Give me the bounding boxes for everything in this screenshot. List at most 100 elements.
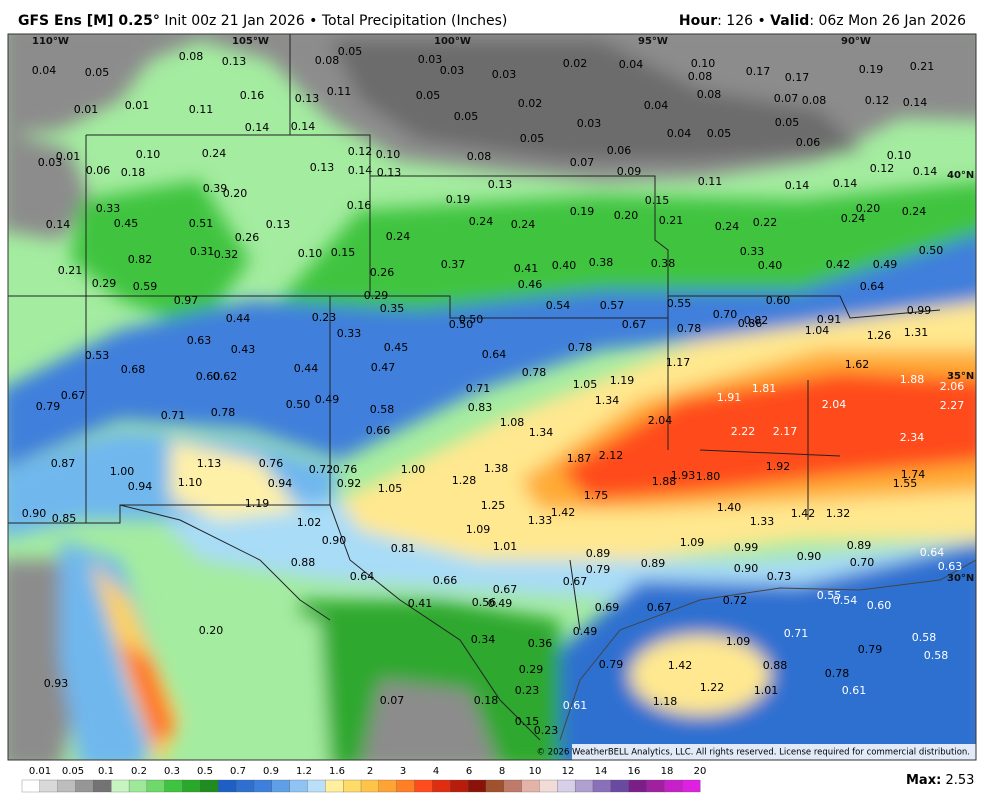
colorbar-swatch <box>343 779 362 793</box>
precip-label: 0.51 <box>189 217 214 230</box>
precip-label: 1.93 <box>671 469 696 482</box>
precip-label: 0.23 <box>515 684 540 697</box>
precip-label: 1.10 <box>178 476 203 489</box>
precip-label: 0.49 <box>873 258 898 271</box>
precip-label: 0.08 <box>179 50 204 63</box>
precip-label: 0.58 <box>370 403 395 416</box>
precip-label: 0.93 <box>44 677 69 690</box>
precip-label: 0.26 <box>370 266 395 279</box>
precip-label: 0.78 <box>568 341 593 354</box>
latitude-label: 40°N <box>947 170 974 181</box>
precip-label: 0.38 <box>589 256 614 269</box>
precip-label: 0.44 <box>226 312 251 325</box>
precip-label: 1.00 <box>110 465 135 478</box>
precip-label: 0.24 <box>902 205 927 218</box>
precip-label: 1.75 <box>584 489 609 502</box>
precip-label: 0.44 <box>294 362 319 375</box>
colorbar-swatch <box>57 779 76 793</box>
precip-label: 0.97 <box>174 294 199 307</box>
precip-label: 0.67 <box>563 575 588 588</box>
colorbar-swatch <box>253 779 273 793</box>
precip-label: 1.05 <box>378 482 403 495</box>
precip-label: 0.70 <box>713 308 738 321</box>
precip-label: 0.78 <box>522 366 547 379</box>
valid-label: Valid <box>770 13 809 29</box>
precip-label: 0.71 <box>784 627 809 640</box>
precip-label: 1.33 <box>528 514 553 527</box>
precip-label: 1.17 <box>666 356 691 369</box>
precip-label: 1.34 <box>529 426 554 439</box>
precip-label: 0.78 <box>677 322 702 335</box>
precip-label: 0.01 <box>74 103 99 116</box>
precip-label: 0.11 <box>189 103 214 116</box>
precip-label: 0.90 <box>734 562 759 575</box>
precip-label: 0.29 <box>519 663 544 676</box>
precip-label: 0.19 <box>446 193 471 206</box>
precip-label: 0.68 <box>121 363 146 376</box>
precip-label: 1.62 <box>845 358 870 371</box>
precip-label: 0.50 <box>449 318 474 331</box>
precip-label: 0.03 <box>492 68 517 81</box>
precip-label: 0.08 <box>697 88 722 101</box>
precip-label: 0.78 <box>825 667 850 680</box>
precip-label: 0.14 <box>348 164 373 177</box>
precip-label: 0.33 <box>96 202 121 215</box>
colorbar-swatch <box>111 779 130 793</box>
colorbar-swatch <box>539 779 558 793</box>
precip-label: 0.04 <box>667 127 692 140</box>
colorbar-label: 1.6 <box>329 766 345 777</box>
colorbar-swatch <box>503 779 523 793</box>
precip-label: 0.13 <box>377 166 402 179</box>
precip-label: 0.16 <box>347 199 372 212</box>
precip-label: 0.45 <box>114 217 139 230</box>
precip-label: 0.63 <box>187 334 212 347</box>
precip-label: 0.73 <box>767 570 792 583</box>
precip-label: 0.67 <box>61 389 86 402</box>
precip-label: 0.46 <box>518 278 543 291</box>
precip-label: 1.26 <box>867 329 892 342</box>
precip-label: 1.19 <box>610 374 635 387</box>
max-label: Max: <box>906 773 941 788</box>
precip-label: 2.04 <box>648 414 673 427</box>
precip-label: 0.19 <box>570 205 595 218</box>
precip-label: 0.21 <box>659 214 684 227</box>
precip-label: 0.86 <box>738 317 763 330</box>
colorbar-swatch <box>592 779 612 793</box>
precip-label: 0.50 <box>286 398 311 411</box>
subtitle: Init 00z 21 Jan 2026 • Total Precipitati… <box>164 13 507 29</box>
precip-label: 0.47 <box>371 361 396 374</box>
colorbar-swatch <box>235 779 255 793</box>
colorbar-swatch <box>557 779 576 793</box>
valid-value: : 06z Mon 26 Jan 2026 <box>809 13 966 29</box>
precip-label: 0.64 <box>482 348 507 361</box>
latitude-label: 30°N <box>947 573 974 584</box>
precip-label: 0.14 <box>785 179 810 192</box>
precip-label: 1.05 <box>573 378 598 391</box>
colorbar-label: 10 <box>529 766 542 777</box>
precip-field <box>8 34 976 760</box>
precip-label: 0.69 <box>595 601 620 614</box>
precip-label: 0.67 <box>622 318 647 331</box>
colorbar-swatch <box>93 779 112 793</box>
precip-label: 0.58 <box>924 649 949 662</box>
precip-label: 1.01 <box>754 684 779 697</box>
precip-label: 0.18 <box>474 694 499 707</box>
precip-label: 1.09 <box>726 635 751 648</box>
precip-label: 0.79 <box>858 643 883 656</box>
colorbar-label: 16 <box>628 766 641 777</box>
precip-label: 0.23 <box>312 311 337 324</box>
precip-label: 0.54 <box>833 594 858 607</box>
precip-label: 0.50 <box>459 313 484 326</box>
precip-label: 1.55 <box>893 477 918 490</box>
precip-label: 0.33 <box>740 245 765 258</box>
precip-label: 0.55 <box>667 297 692 310</box>
precip-label: 0.49 <box>488 597 513 610</box>
precip-label: 0.08 <box>315 54 340 67</box>
precip-label: 1.28 <box>452 474 477 487</box>
precip-label: 0.66 <box>433 574 458 587</box>
precip-label: 0.71 <box>161 409 186 422</box>
precip-label: 1.08 <box>500 416 525 429</box>
copyright: © 2026 WeatherBELL Analytics, LLC. All r… <box>537 748 970 758</box>
precip-label: 0.16 <box>240 89 265 102</box>
